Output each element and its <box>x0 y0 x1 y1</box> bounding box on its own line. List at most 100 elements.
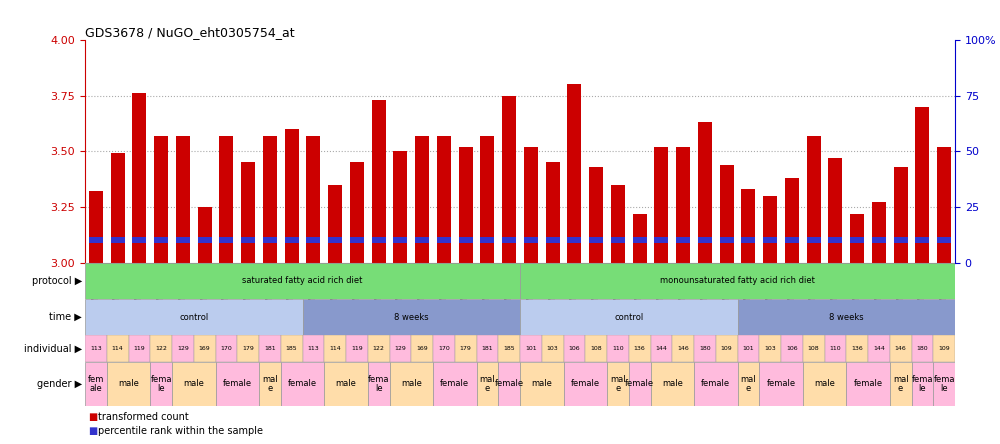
Text: female: female <box>223 380 252 388</box>
Bar <box>350 237 364 242</box>
Bar <box>803 362 846 406</box>
Text: 119: 119 <box>134 346 145 351</box>
Text: male: male <box>118 380 139 388</box>
Text: fema
le: fema le <box>150 375 172 392</box>
Bar <box>411 335 433 362</box>
Text: 146: 146 <box>895 346 906 351</box>
Text: 113: 113 <box>308 346 319 351</box>
Bar <box>263 237 277 242</box>
Bar <box>459 147 473 262</box>
Text: 108: 108 <box>808 346 819 351</box>
Bar <box>172 335 194 362</box>
Bar <box>198 237 212 242</box>
Text: 146: 146 <box>677 346 689 351</box>
Bar <box>520 335 542 362</box>
Bar <box>738 299 955 335</box>
Bar <box>372 100 386 262</box>
Bar <box>738 362 759 406</box>
Bar <box>219 237 233 242</box>
Bar <box>672 335 694 362</box>
Bar <box>894 167 908 262</box>
Bar <box>759 335 781 362</box>
Bar <box>477 362 498 406</box>
Text: male: male <box>401 380 422 388</box>
Text: 108: 108 <box>590 346 602 351</box>
Bar <box>324 335 346 362</box>
Bar <box>676 237 690 242</box>
Bar <box>868 335 890 362</box>
Bar <box>698 237 712 242</box>
Text: 106: 106 <box>569 346 580 351</box>
Bar <box>564 362 607 406</box>
Bar <box>872 202 886 262</box>
Bar <box>415 237 429 242</box>
Text: 144: 144 <box>873 346 885 351</box>
Bar <box>564 335 585 362</box>
Bar <box>346 335 368 362</box>
Text: 122: 122 <box>373 346 385 351</box>
Text: 170: 170 <box>220 346 232 351</box>
Bar <box>237 335 259 362</box>
Text: individual ▶: individual ▶ <box>24 344 82 353</box>
Text: 103: 103 <box>764 346 776 351</box>
Text: 179: 179 <box>242 346 254 351</box>
Text: 109: 109 <box>721 346 732 351</box>
Text: 129: 129 <box>177 346 189 351</box>
Bar <box>89 191 103 262</box>
Bar <box>524 147 538 262</box>
Bar <box>85 362 107 406</box>
Bar <box>585 335 607 362</box>
Text: 181: 181 <box>264 346 276 351</box>
Text: 114: 114 <box>329 346 341 351</box>
Bar <box>85 299 302 335</box>
Text: 103: 103 <box>547 346 558 351</box>
Text: 129: 129 <box>394 346 406 351</box>
Bar <box>259 335 281 362</box>
Bar <box>393 237 407 242</box>
Text: control: control <box>179 313 208 322</box>
Bar <box>498 335 520 362</box>
Bar <box>937 147 951 262</box>
Bar <box>368 362 390 406</box>
Text: protocol ▶: protocol ▶ <box>32 276 82 286</box>
Text: percentile rank within the sample: percentile rank within the sample <box>98 426 263 436</box>
Bar <box>546 237 560 242</box>
Bar <box>654 237 668 242</box>
Bar <box>520 362 564 406</box>
Bar <box>607 335 629 362</box>
Text: 136: 136 <box>851 346 863 351</box>
Bar <box>716 335 738 362</box>
Bar <box>698 123 712 262</box>
Bar <box>132 93 146 262</box>
Text: 119: 119 <box>351 346 363 351</box>
Bar <box>650 335 672 362</box>
Bar <box>629 362 650 406</box>
Bar <box>219 136 233 262</box>
Bar <box>281 362 324 406</box>
Bar <box>915 237 929 242</box>
Text: 8 weeks: 8 weeks <box>394 313 429 322</box>
Bar <box>350 163 364 262</box>
Bar <box>198 207 212 262</box>
Bar <box>328 237 342 242</box>
Bar <box>393 151 407 262</box>
Bar <box>781 335 803 362</box>
Bar <box>437 237 451 242</box>
Bar <box>785 178 799 262</box>
Bar <box>607 362 629 406</box>
Bar <box>828 158 842 262</box>
Bar <box>154 136 168 262</box>
Bar <box>611 185 625 262</box>
Text: mal
e: mal e <box>480 375 495 392</box>
Bar <box>915 107 929 262</box>
Text: male: male <box>183 380 204 388</box>
Bar <box>111 154 125 262</box>
Bar <box>502 237 516 242</box>
Bar <box>85 335 107 362</box>
Text: female: female <box>495 380 524 388</box>
Bar <box>803 335 824 362</box>
Bar <box>846 362 890 406</box>
Bar <box>611 237 625 242</box>
Text: 8 weeks: 8 weeks <box>829 313 864 322</box>
Text: 180: 180 <box>917 346 928 351</box>
